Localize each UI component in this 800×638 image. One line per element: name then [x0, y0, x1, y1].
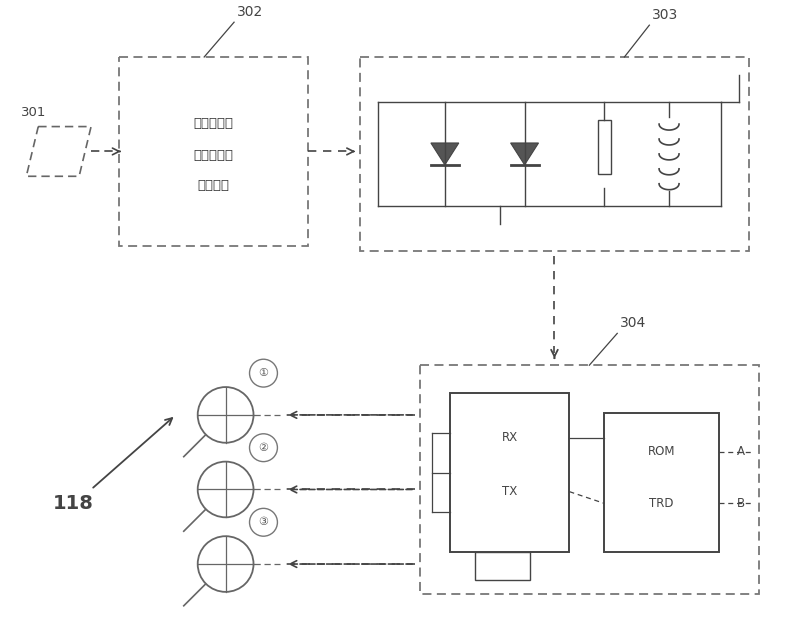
Text: 303: 303 — [652, 8, 678, 22]
Text: RX: RX — [502, 431, 518, 444]
Text: ②: ② — [258, 443, 269, 453]
Text: TRD: TRD — [650, 497, 674, 510]
Text: 302: 302 — [237, 5, 263, 19]
Text: B: B — [737, 497, 745, 510]
Polygon shape — [510, 143, 538, 165]
Text: 号收发编码: 号收发编码 — [194, 149, 234, 161]
Text: ①: ① — [258, 368, 269, 378]
Text: A: A — [737, 445, 745, 458]
Text: 304: 304 — [620, 316, 646, 330]
Text: 存储单元: 存储单元 — [198, 179, 230, 192]
Text: 调度控制信: 调度控制信 — [194, 117, 234, 130]
Text: 301: 301 — [22, 106, 46, 119]
Text: 118: 118 — [54, 494, 94, 514]
Text: ③: ③ — [258, 517, 269, 527]
Text: ROM: ROM — [648, 445, 675, 458]
Polygon shape — [431, 143, 458, 165]
Text: TX: TX — [502, 485, 518, 498]
